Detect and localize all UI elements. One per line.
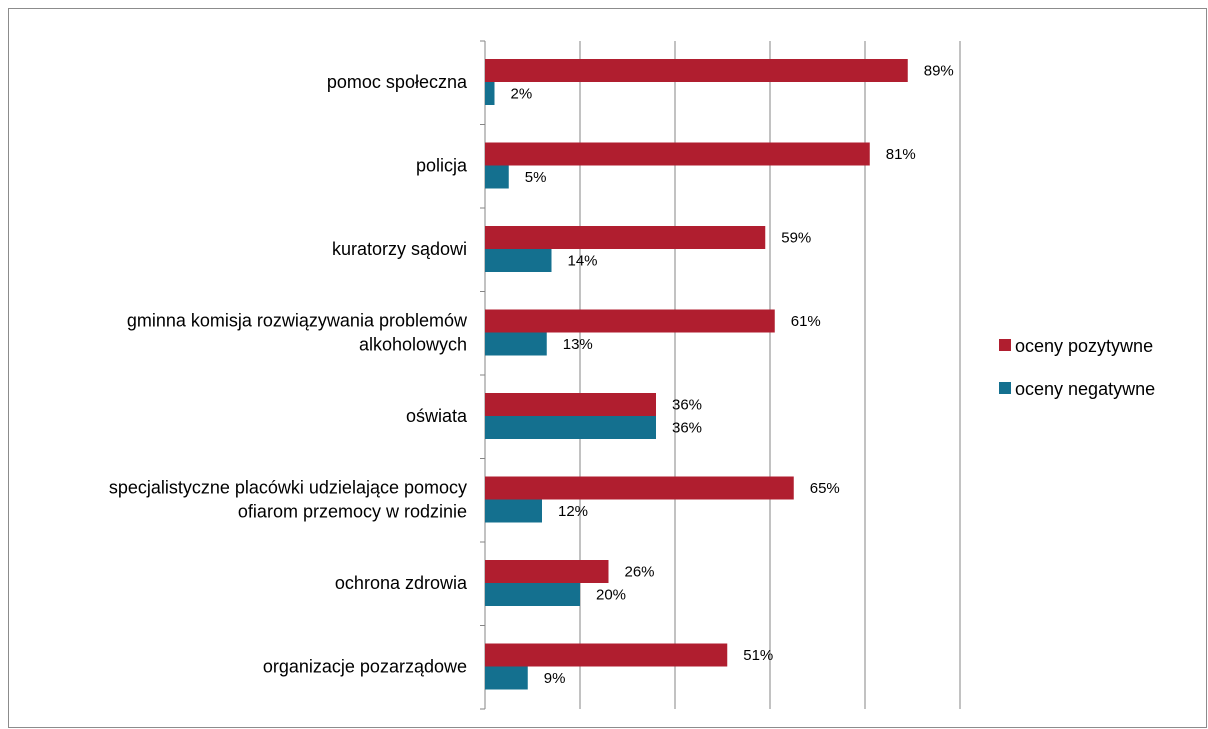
bar-negative xyxy=(485,332,547,356)
data-label-positive: 65% xyxy=(810,480,840,497)
category-label: alkoholowych xyxy=(359,335,467,355)
bar-chart: 89% 2% pomoc społeczna 81% 5% policja 59% 14% ku… xyxy=(109,40,1155,710)
data-label-positive: 89% xyxy=(924,63,954,80)
data-label-positive: 36% xyxy=(672,397,702,414)
data-label-negative: 20% xyxy=(596,587,626,604)
legend-label-negative: oceny negatywne xyxy=(1015,379,1155,399)
labels: 89% 2% pomoc społeczna 81% 5% policja 59% 14% ku… xyxy=(109,63,954,688)
bars xyxy=(485,59,908,690)
bar-positive xyxy=(485,142,870,166)
bar-positive xyxy=(485,59,908,82)
category-label: ochrona zdrowia xyxy=(335,573,468,593)
bar-negative xyxy=(485,249,552,272)
category-label: oświata xyxy=(406,406,468,426)
category-label: specjalistyczne placówki udzielające pom… xyxy=(109,478,467,498)
category-label: kuratorzy sądowi xyxy=(332,239,467,259)
chart-frame: 89% 2% pomoc społeczna 81% 5% policja 59% 14% ku… xyxy=(8,8,1207,728)
bar-positive xyxy=(485,226,766,249)
category-label: organizacje pozarządowe xyxy=(263,657,467,677)
data-label-negative: 13% xyxy=(563,336,593,353)
data-label-negative: 9% xyxy=(544,670,566,687)
data-label-positive: 59% xyxy=(781,230,811,247)
bar-positive xyxy=(485,643,728,667)
category-label: policja xyxy=(416,156,468,176)
category-label: gminna komisja rozwiązywania problemów xyxy=(127,311,468,331)
data-label-negative: 14% xyxy=(568,253,598,270)
bar-positive xyxy=(485,393,656,416)
gridlines xyxy=(480,40,961,710)
legend-swatch-negative xyxy=(999,382,1011,394)
category-label: pomoc społeczna xyxy=(327,72,468,92)
data-label-positive: 51% xyxy=(743,647,773,664)
bar-negative xyxy=(485,82,495,105)
bar-negative xyxy=(485,499,542,523)
data-label-positive: 61% xyxy=(791,313,821,330)
legend-swatch-positive xyxy=(999,339,1011,351)
legend-label-positive: oceny pozytywne xyxy=(1015,336,1153,356)
data-label-negative: 5% xyxy=(525,169,547,186)
data-label-positive: 81% xyxy=(886,146,916,163)
bar-negative xyxy=(485,165,509,189)
data-label-negative: 2% xyxy=(511,86,533,103)
bar-negative xyxy=(485,583,580,606)
legend: oceny pozytywne oceny negatywne xyxy=(999,336,1155,399)
bar-positive xyxy=(485,476,794,500)
bar-negative xyxy=(485,416,656,439)
bar-negative xyxy=(485,666,528,690)
data-label-positive: 26% xyxy=(625,564,655,581)
bar-positive xyxy=(485,560,609,583)
data-label-negative: 36% xyxy=(672,420,702,437)
data-label-negative: 12% xyxy=(558,503,588,520)
bar-positive xyxy=(485,309,775,333)
category-label: ofiarom przemocy w rodzinie xyxy=(238,502,467,522)
